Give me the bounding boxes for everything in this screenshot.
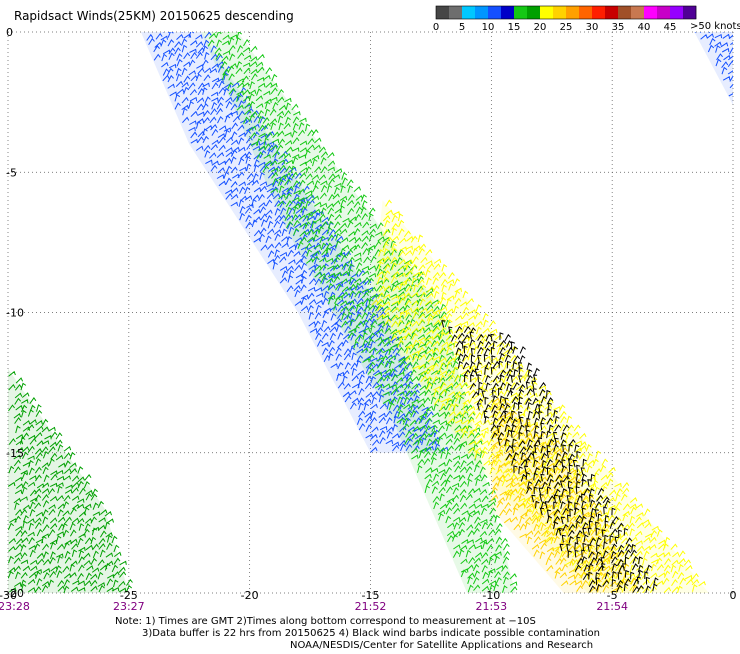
colorbar-tick-label: 15 xyxy=(508,22,521,33)
colorbar-bin xyxy=(592,6,606,19)
colorbar-tick-label: 45 xyxy=(664,22,677,33)
colorbar-tick-label: 20 xyxy=(534,22,547,33)
colorbar-tick-label: 5 xyxy=(459,22,465,33)
wind-barbs xyxy=(8,32,733,593)
colorbar-bin xyxy=(527,6,541,19)
x-tick-label: -25 xyxy=(120,589,138,602)
colorbar-bin xyxy=(475,6,489,19)
barb-group-possible contamination xyxy=(441,320,659,593)
colorbar-unit-label: >50 knots xyxy=(690,21,740,32)
note-line-1: Note: 1) Times are GMT 2)Times along bot… xyxy=(115,616,536,627)
colorbar-tick-label: 30 xyxy=(586,22,599,33)
colorbar-tick-label: 40 xyxy=(638,22,651,33)
note-line-2: 3)Data buffer is 22 hrs from 20150625 4)… xyxy=(142,628,600,639)
x-tick-label: -20 xyxy=(241,589,259,602)
colorbar-bin xyxy=(631,6,645,19)
barb-path xyxy=(694,32,733,97)
x-tick-label: -5 xyxy=(607,589,618,602)
colorbar-bin xyxy=(449,6,463,19)
y-tick-label: 0 xyxy=(6,26,13,39)
colorbar-bin xyxy=(657,6,671,19)
speed-colorbar: 0 5 10 15 20 25 30 35 40 45 xyxy=(433,5,697,33)
colorbar-tick-label: 25 xyxy=(560,22,573,33)
y-tick-label: -15 xyxy=(6,447,24,460)
time-label: 21:52 xyxy=(355,600,387,613)
colorbar-bin xyxy=(683,6,697,19)
barb-group-15-20 xyxy=(8,370,133,593)
colorbar-bin xyxy=(436,6,450,19)
colorbar-bin xyxy=(566,6,580,19)
speed-band-15-20 xyxy=(8,368,129,593)
colorbar-tick-label: 10 xyxy=(482,22,495,33)
barb-path xyxy=(441,320,659,593)
colorbar-frame xyxy=(435,5,697,20)
chart-title: Rapidsact Winds(25KM) 20150625 descendin… xyxy=(14,9,294,23)
x-tick-label: 0 xyxy=(730,589,737,602)
x-tick-label: -15 xyxy=(362,589,380,602)
colorbar-bin xyxy=(540,6,554,19)
barb-group-10-15 xyxy=(694,32,733,97)
colorbar-bin xyxy=(644,6,658,19)
colorbar-bin xyxy=(670,6,684,19)
note-line-3: NOAA/NESDIS/Center for Satellite Applica… xyxy=(290,640,593,650)
x-tick-label: -10 xyxy=(482,589,500,602)
time-label: 23:27 xyxy=(113,600,145,613)
x-tick-label: -30 xyxy=(0,589,17,602)
barb-group-15-20 xyxy=(207,32,518,593)
colorbar-bin xyxy=(605,6,619,19)
y-tick-label: -20 xyxy=(6,587,24,600)
time-label: 21:54 xyxy=(596,600,628,613)
colorbar-bin xyxy=(553,6,567,19)
speed-band-10-15 xyxy=(694,32,733,105)
grid xyxy=(7,31,734,594)
colorbar-tick-label: 35 xyxy=(612,22,625,33)
y-tick-label: -10 xyxy=(6,307,24,320)
barb-path xyxy=(8,370,133,593)
colorbar-bin xyxy=(462,6,476,19)
barb-path xyxy=(207,32,518,593)
colorbar-bin xyxy=(618,6,632,19)
time-label: 23:28 xyxy=(0,600,30,613)
colorbar-bin xyxy=(579,6,593,19)
colorbar-bin xyxy=(501,6,515,19)
time-label: 21:53 xyxy=(475,600,507,613)
colorbar-bin xyxy=(488,6,502,19)
colorbar-bin xyxy=(514,6,528,19)
colorbar-tick-label: 0 xyxy=(433,22,439,33)
y-tick-label: -5 xyxy=(6,166,17,179)
